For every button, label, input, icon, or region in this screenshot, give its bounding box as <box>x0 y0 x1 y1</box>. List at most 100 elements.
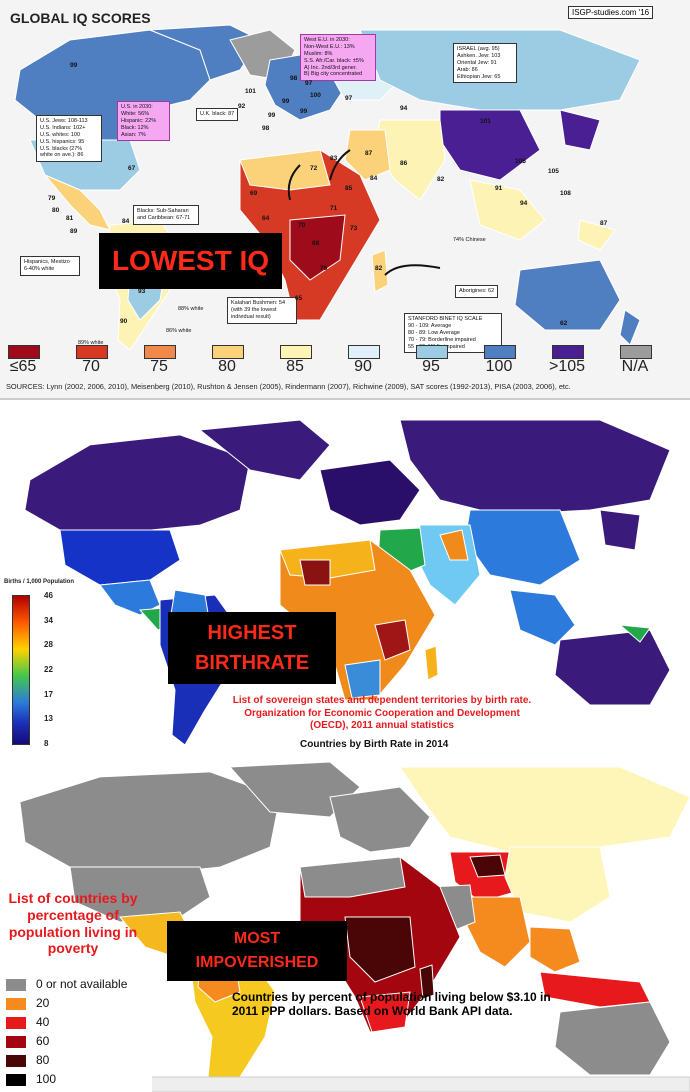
madagascar-shape <box>371 249 389 293</box>
poverty-legend-label: 40 <box>36 1015 50 1029</box>
greenland-shape <box>149 24 261 81</box>
iq-country-value: 81 <box>66 215 74 222</box>
iq-country-value: 105 <box>515 158 526 165</box>
iq-legend-swatch <box>620 345 652 359</box>
iq-legend-label: 75 <box>150 358 168 375</box>
uk-black-box: U.K. black: 87 <box>196 108 239 121</box>
iq-country-value: 108 <box>560 190 571 197</box>
chinese-label: 74% Chinese <box>453 237 486 243</box>
birthrate-tick-label: 22 <box>44 665 53 674</box>
iq-legend-label: 70 <box>82 358 100 375</box>
birthrate-map-panel: Births / 1,000 Population 46 34 28 22 17 13 8 … <box>0 400 690 755</box>
iq-country-value: 91 <box>495 185 503 192</box>
iq-country-value: 101 <box>245 88 256 95</box>
white89-label: 89% white <box>78 340 104 346</box>
poverty-legend-swatch <box>6 998 26 1010</box>
poverty-caption: Countries by percent of population livin… <box>232 990 551 1019</box>
iq-country-value: 71 <box>330 205 338 212</box>
iq-legend-swatch <box>212 345 244 359</box>
iq-country-value: 79 <box>48 195 56 202</box>
iq-country-value: 99 <box>268 112 276 119</box>
iq-legend-swatch <box>484 345 516 359</box>
iq-country-value: 84 <box>370 175 378 182</box>
birthrate-tick-label: 46 <box>44 591 53 600</box>
iq-country-value: 99 <box>300 108 308 115</box>
poverty-legend-label: 20 <box>36 996 50 1010</box>
iq-country-value: 100 <box>310 92 321 99</box>
birthrate-legend-title: Births / 1,000 Population <box>4 579 75 585</box>
se-asia-shape <box>469 179 546 241</box>
poverty-legend-swatch <box>6 1074 26 1086</box>
birthrate-color-scale <box>12 595 30 745</box>
most-impoverished-banner: MOST IMPOVERISHED <box>167 921 347 981</box>
middle-east-shape <box>344 129 391 181</box>
iq-country-value: 72 <box>310 165 318 172</box>
iq-legend-label: 95 <box>422 358 440 375</box>
iq-country-value: 94 <box>520 200 528 207</box>
iq-country-value: 99 <box>70 62 78 69</box>
iq-country-value: 99 <box>282 98 290 105</box>
iq-country-value: 97 <box>345 95 353 102</box>
iq-country-value: 73 <box>350 225 358 232</box>
poverty-legend-label: 100 <box>36 1072 57 1086</box>
us-groups-box: U.S. Jews: 108-113 U.S. Indians: 102+ U.S.… <box>36 115 102 163</box>
iq-country-value: 83 <box>330 155 338 162</box>
iq-country-value: 85 <box>345 185 353 192</box>
iq-country-value: 76 <box>320 265 328 272</box>
poverty-legend-swatch <box>6 979 26 991</box>
white88-label: 88% white <box>178 306 204 312</box>
birthrate-tick-label: 13 <box>44 714 53 724</box>
png-shape <box>577 219 616 251</box>
iq-legend-swatch <box>76 345 108 359</box>
us-2030-box: U.S. in 2030: White: 56% Hispanic: 22% Blac… <box>117 101 170 142</box>
iq-country-value: 64 <box>262 215 270 222</box>
white86-label: 86% white <box>166 328 192 334</box>
iq-legend-swatch <box>552 345 584 359</box>
iq-country-value: 82 <box>437 176 445 183</box>
west-eu-box: West E.U. in 2030: Non-West E.U.: 13% Musl… <box>300 34 376 82</box>
iq-map-panel: GLOBAL IQ SCORES ISGP-studies.com '16 U.… <box>0 0 690 400</box>
birthrate-subcaption: Countries by Birth Rate in 2014 <box>300 739 449 750</box>
iq-country-value: 94 <box>400 105 408 112</box>
iq-country-value: 93 <box>138 288 146 295</box>
iq-map-credit: ISGP-studies.com '16 <box>568 6 654 20</box>
poverty-side-title: List of countries by percentage of popul… <box>8 890 138 957</box>
birthrate-tick-label: 34 <box>44 615 53 625</box>
poverty-legend-swatch <box>6 1055 26 1067</box>
poverty-legend-label: 80 <box>36 1053 50 1067</box>
poverty-map-panel: List of countries by percentage of popul… <box>0 757 690 1092</box>
iq-country-value: 86 <box>400 160 408 167</box>
aborigines-box: Aborigines: 62 <box>455 285 499 298</box>
iq-country-value: 68 <box>312 240 320 247</box>
poverty-legend-bg <box>0 975 152 1092</box>
iq-sources: SOURCES: Lynn (2002, 2006, 2010), Meisen… <box>6 382 571 391</box>
iq-country-value: 97 <box>305 80 313 87</box>
iq-legend-label: ≤65 <box>9 358 37 375</box>
iq-country-value: 105 <box>548 168 559 175</box>
australia-shape <box>514 259 621 331</box>
iq-legend-label: 80 <box>218 358 236 375</box>
iq-country-value: 82 <box>375 265 383 272</box>
iq-legend-label: N/A <box>621 358 649 375</box>
poverty-legend-label: 60 <box>36 1034 50 1048</box>
iq-country-value: 98 <box>262 125 270 132</box>
iq-country-value: 84 <box>122 218 130 225</box>
iq-country-value: 70 <box>298 222 306 229</box>
iq-legend-swatch <box>280 345 312 359</box>
iq-legend-swatch <box>144 345 176 359</box>
poverty-legend-swatch <box>6 1017 26 1029</box>
kalahari-box: Kalahari Bushmen: 54 (with 39 the lowest i… <box>227 297 297 324</box>
birthrate-caption: List of sovereign states and dependent t… <box>232 695 532 731</box>
iq-legend-swatch <box>348 345 380 359</box>
japan-shape <box>559 109 601 151</box>
iq-country-value: 92 <box>238 103 246 110</box>
birthrate-tick-label: 8 <box>44 739 49 748</box>
iq-legend-label: 100 <box>485 358 513 375</box>
iq-country-value: 62 <box>560 320 568 327</box>
birthrate-tick-label: 28 <box>44 640 53 650</box>
iq-country-value: 90 <box>120 318 128 325</box>
hispanics-box: Hispanics, Mestizo 6-40% white <box>20 256 80 276</box>
iq-country-value: 98 <box>290 75 298 82</box>
poverty-legend-label: 0 or not available <box>36 977 128 991</box>
iq-country-value: 69 <box>250 190 258 197</box>
